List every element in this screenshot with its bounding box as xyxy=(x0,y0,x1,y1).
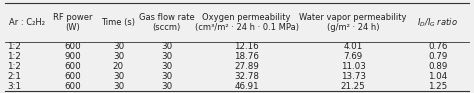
Text: 18.76: 18.76 xyxy=(234,52,259,61)
Text: 30: 30 xyxy=(113,42,124,51)
Text: 1.04: 1.04 xyxy=(428,72,447,81)
Text: 900: 900 xyxy=(64,52,81,61)
Text: 600: 600 xyxy=(64,42,81,51)
Text: 4.01: 4.01 xyxy=(344,42,363,51)
Text: 30: 30 xyxy=(161,62,173,71)
Text: 27.89: 27.89 xyxy=(234,62,259,71)
Text: 12.16: 12.16 xyxy=(234,42,259,51)
Text: 32.78: 32.78 xyxy=(234,72,259,81)
Text: 30: 30 xyxy=(113,72,124,81)
Text: $I_D$/$I_G$ ratio: $I_D$/$I_G$ ratio xyxy=(418,16,458,29)
Text: 46.91: 46.91 xyxy=(234,82,259,91)
Text: 30: 30 xyxy=(161,42,173,51)
Text: 1:2: 1:2 xyxy=(7,62,21,71)
Text: 7.69: 7.69 xyxy=(344,52,363,61)
Text: Ar : C₂H₂: Ar : C₂H₂ xyxy=(9,18,45,27)
Text: 3:1: 3:1 xyxy=(7,82,21,91)
Text: Water vapor permeability
(g/m² · 24 h): Water vapor permeability (g/m² · 24 h) xyxy=(300,13,407,32)
Text: 30: 30 xyxy=(113,52,124,61)
Text: 1:2: 1:2 xyxy=(7,52,21,61)
Text: 30: 30 xyxy=(113,82,124,91)
Text: 0.89: 0.89 xyxy=(428,62,447,71)
Text: 600: 600 xyxy=(64,82,81,91)
Text: Time (s): Time (s) xyxy=(101,18,136,27)
Text: 2:1: 2:1 xyxy=(7,72,21,81)
Text: 30: 30 xyxy=(161,82,173,91)
Text: Gas flow rate
(sccm): Gas flow rate (sccm) xyxy=(139,13,195,32)
Text: Oxygen permeability
(cm³/m² · 24 h · 0.1 MPa): Oxygen permeability (cm³/m² · 24 h · 0.1… xyxy=(195,13,299,32)
Text: 30: 30 xyxy=(161,52,173,61)
Text: 0.79: 0.79 xyxy=(428,52,447,61)
Text: 11.03: 11.03 xyxy=(341,62,365,71)
Text: 30: 30 xyxy=(161,72,173,81)
Text: 13.73: 13.73 xyxy=(341,72,365,81)
Text: 0.76: 0.76 xyxy=(428,42,447,51)
Text: 21.25: 21.25 xyxy=(341,82,365,91)
Text: 1.25: 1.25 xyxy=(428,82,447,91)
Text: 20: 20 xyxy=(113,62,124,71)
Text: 600: 600 xyxy=(64,72,81,81)
Text: 1:2: 1:2 xyxy=(7,42,21,51)
Text: 600: 600 xyxy=(64,62,81,71)
Text: RF power
(W): RF power (W) xyxy=(53,13,92,32)
